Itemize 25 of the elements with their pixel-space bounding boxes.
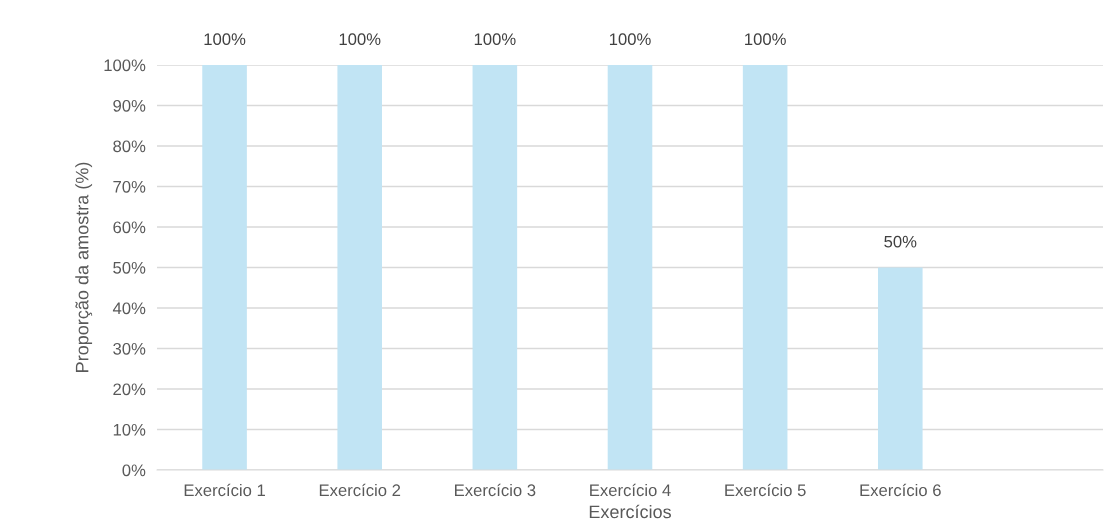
x-axis-title: Exercícios: [589, 504, 671, 519]
y-tick-label: 70%: [113, 180, 146, 193]
x-tick-label: Exercício 2: [319, 483, 401, 497]
y-tick-label: 0%: [122, 464, 146, 477]
y-tick-label: 30%: [113, 342, 146, 355]
data-label: 100%: [745, 33, 786, 46]
y-tick-label: 20%: [113, 383, 146, 396]
data-label: 50%: [884, 235, 917, 248]
y-tick-label: 90%: [113, 99, 146, 112]
data-label: 100%: [609, 33, 651, 46]
data-label: 100%: [474, 33, 516, 46]
y-axis-title: Proporção da amostra (%): [75, 162, 93, 372]
y-tick-label: 80%: [113, 140, 146, 153]
x-tick-label: Exercício 4: [590, 483, 671, 497]
x-tick-label: Exercício 3: [455, 483, 536, 497]
y-tick-label: 50%: [113, 261, 146, 274]
data-label: 100%: [339, 33, 381, 46]
x-tick-label: Exercício 1: [184, 483, 265, 497]
y-tick-label: 40%: [112, 302, 146, 315]
y-tick-label: 10%: [113, 423, 146, 436]
x-tick-label: Exercício 6: [860, 483, 941, 497]
y-tick-label: 100%: [104, 59, 146, 72]
data-label: 100%: [204, 33, 246, 46]
y-tick-label: 60%: [113, 221, 146, 234]
x-tick-label: Exercício 5: [725, 483, 806, 497]
